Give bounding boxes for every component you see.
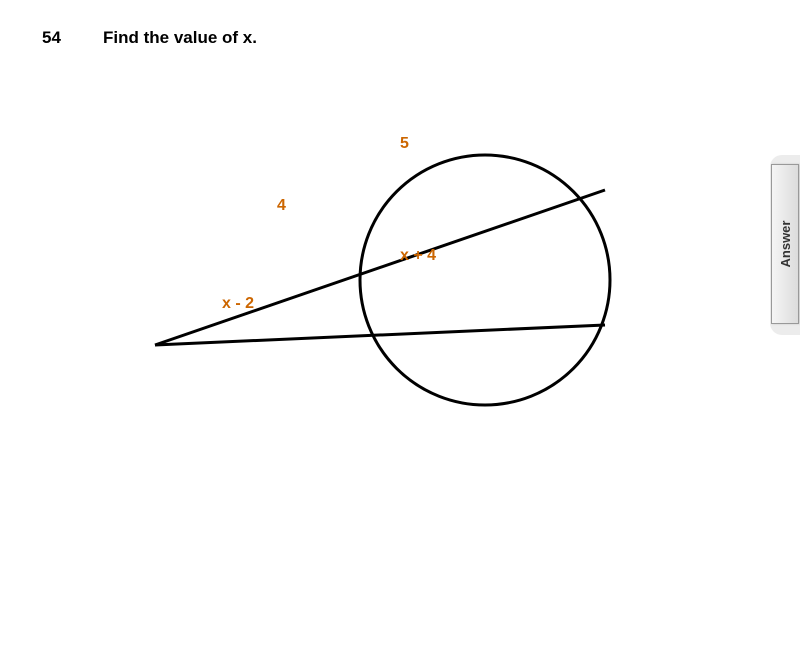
secant-line-bottom xyxy=(155,325,605,345)
segment-label-top-far: 5 xyxy=(400,135,409,153)
answer-button[interactable]: Answer xyxy=(771,164,799,324)
circle-shape xyxy=(360,155,610,405)
segment-label-top-near: 4 xyxy=(277,197,286,215)
segment-label-bottom-near: x - 2 xyxy=(222,295,254,313)
segment-label-bottom-far: x + 4 xyxy=(400,247,436,265)
question-number: 54 xyxy=(42,28,61,48)
question-prompt: Find the value of x. xyxy=(103,28,257,48)
geometry-diagram xyxy=(60,70,660,420)
